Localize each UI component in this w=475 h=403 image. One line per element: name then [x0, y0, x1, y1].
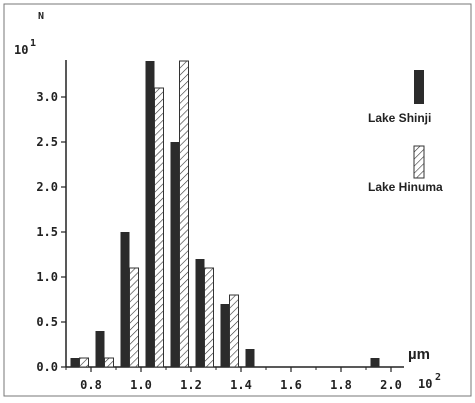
x-tick-label: 1.0: [130, 378, 152, 392]
y-tick-label: 2.5: [36, 135, 58, 149]
y-scale-exponent: 1: [30, 38, 36, 49]
legend-swatch-solid: [414, 70, 424, 104]
bar-lake-hinuma: [79, 357, 89, 368]
y-tick-label: 3.0: [36, 90, 58, 104]
x-scale-label: 10: [418, 377, 432, 391]
bar-lake-shinji: [95, 331, 105, 367]
y-tick-label: 2.0: [36, 180, 58, 194]
bar-lake-hinuma: [179, 60, 189, 368]
x-unit-label: µm: [408, 346, 430, 363]
bar-lake-hinuma: [104, 357, 114, 368]
bar-lake-shinji: [170, 142, 180, 367]
x-tick-label: 2.0: [380, 378, 402, 392]
x-tick-label: 1.6: [280, 378, 302, 392]
bar-lake-shinji: [220, 304, 230, 367]
legend-swatch-hatched: [413, 145, 425, 179]
y-tick-label: 1.5: [36, 225, 58, 239]
bar-lake-shinji: [195, 259, 205, 367]
bar-lake-hinuma: [154, 87, 164, 368]
y-scale-label: 10: [14, 43, 28, 57]
x-tick-label: 0.8: [80, 378, 102, 392]
bar-lake-hinuma: [129, 267, 139, 368]
y-tick-label: 0.0: [36, 360, 58, 374]
bar-lake-shinji: [120, 232, 130, 367]
legend: Lake Shinji Lake Hinuma: [368, 70, 443, 194]
y-axis-symbol: N: [38, 11, 44, 22]
y-tick-label: 0.5: [36, 315, 58, 329]
legend-label-shinji: Lake Shinji: [368, 111, 431, 125]
x-tick-label: 1.8: [330, 378, 352, 392]
x-tick-label: 1.2: [180, 378, 202, 392]
bar-lake-hinuma: [229, 294, 239, 368]
bar-lake-shinji: [370, 358, 380, 367]
bar-lake-shinji: [70, 358, 80, 367]
bar-lake-shinji: [145, 61, 155, 367]
x-tick-label: 1.4: [230, 378, 252, 392]
bar-lake-hinuma: [204, 267, 214, 368]
bar-lake-shinji: [245, 349, 255, 367]
x-scale-exponent: 2: [435, 372, 441, 383]
plot-frame: [3, 3, 472, 397]
legend-label-hinuma: Lake Hinuma: [368, 180, 443, 194]
y-tick-label: 1.0: [36, 270, 58, 284]
